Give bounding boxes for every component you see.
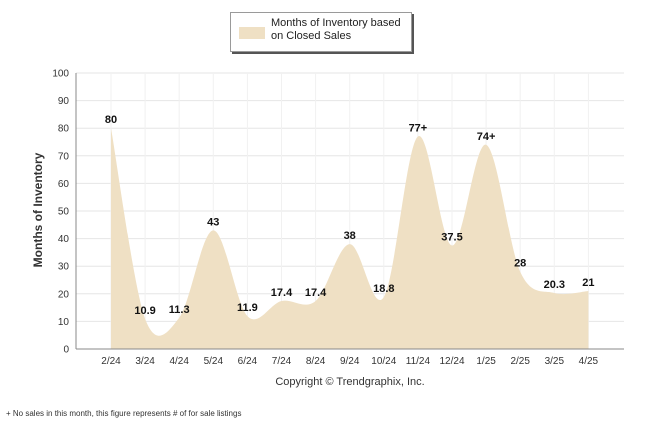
data-label: 11.9: [237, 302, 258, 314]
legend: Months of Inventory based on Closed Sale…: [230, 12, 412, 52]
y-axis-title: Months of Inventory: [31, 152, 45, 268]
data-label: 10.9: [134, 305, 155, 317]
data-label: 28: [514, 258, 526, 270]
y-tick-label: 90: [58, 96, 70, 107]
data-label: 20.3: [544, 279, 565, 291]
x-tick-label: 7/24: [272, 356, 292, 367]
y-tick-labels: 0 10 20 30 40 50 60 70 80 90 100: [52, 69, 69, 356]
axes: [75, 73, 624, 350]
data-label: 17.4: [305, 287, 327, 299]
data-label: 37.5: [441, 232, 462, 244]
x-tick-label: 6/24: [238, 356, 258, 367]
x-tick-label: 9/24: [340, 356, 360, 367]
y-tick-label: 70: [58, 151, 70, 162]
x-tick-label: 2/24: [101, 356, 121, 367]
footnote: + No sales in this month, this figure re…: [6, 409, 242, 418]
data-label: 77+: [409, 122, 428, 134]
copyright-text: Copyright © Trendgraphix, Inc.: [275, 376, 425, 388]
y-tick-label: 10: [58, 317, 70, 328]
x-tick-label: 12/24: [439, 356, 464, 367]
y-tick-label: 40: [58, 234, 70, 245]
y-tick-label: 60: [58, 179, 70, 190]
series-area-fill: [111, 128, 589, 349]
x-tick-label: 11/24: [406, 356, 431, 367]
legend-swatch: [239, 27, 265, 39]
data-label: 11.3: [169, 304, 190, 316]
x-tick-label: 3/25: [545, 356, 565, 367]
data-label: 38: [344, 230, 356, 242]
y-tick-label: 100: [52, 69, 69, 80]
series-area: [111, 128, 589, 349]
x-tick-label: 4/24: [169, 356, 189, 367]
data-labels: 80 10.9 11.3 43 11.9 17.4 17.4 38 18.8 77+ 37.5 74+…: [105, 114, 595, 317]
y-tick-label: 20: [58, 289, 70, 300]
data-label: 74+: [477, 131, 496, 143]
legend-label: Months of Inventory based on Closed Sale…: [271, 17, 401, 42]
data-label: 21: [582, 277, 594, 289]
x-tick-label: 3/24: [135, 356, 155, 367]
x-tick-label: 4/25: [579, 356, 599, 367]
x-tick-label: 2/25: [510, 356, 530, 367]
x-tick-label: 1/25: [476, 356, 496, 367]
data-label: 80: [105, 114, 117, 126]
x-tick-labels: 2/24 3/24 4/24 5/24 6/24 7/24 8/24 9/24 10/24 11/…: [101, 356, 598, 367]
y-tick-label: 30: [58, 262, 70, 273]
x-tick-label: 8/24: [306, 356, 326, 367]
y-tick-label: 50: [58, 207, 70, 218]
y-tick-label: 0: [63, 345, 69, 356]
data-label: 43: [207, 216, 219, 228]
x-tick-label: 10/24: [371, 356, 396, 367]
y-tick-label: 80: [58, 124, 70, 135]
data-label: 17.4: [271, 287, 293, 299]
x-tick-label: 5/24: [204, 356, 224, 367]
data-label: 18.8: [373, 283, 394, 295]
